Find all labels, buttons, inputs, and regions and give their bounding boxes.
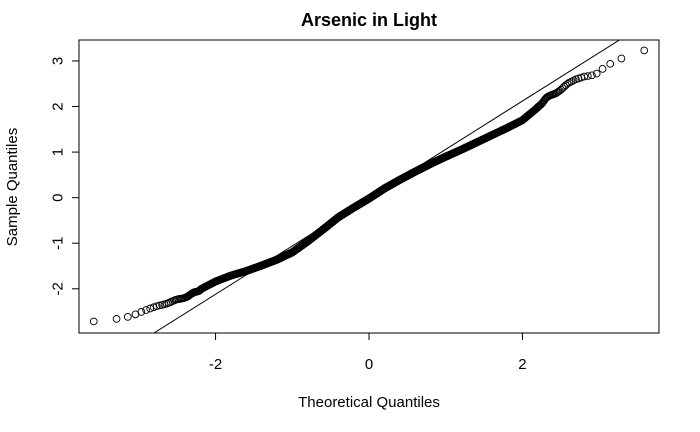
data-point	[640, 46, 649, 55]
x-axis: -2 0 2	[209, 333, 527, 373]
data-point	[598, 65, 607, 73]
data-point	[112, 315, 121, 323]
x-tick-label: -2	[209, 356, 222, 373]
data-point	[123, 313, 132, 321]
y-tick-label: -1	[49, 237, 66, 250]
y-axis-label: Sample Quantiles	[4, 128, 21, 246]
data-point	[142, 306, 150, 314]
x-axis-label: Theoretical Quantiles	[298, 394, 440, 411]
data-point	[146, 304, 154, 313]
data-point	[89, 317, 98, 326]
y-tick-label: 0	[49, 193, 66, 201]
x-tick-label: 0	[365, 356, 373, 373]
y-axis: -2 -1 0 1 2 3	[49, 57, 79, 295]
data-point	[606, 59, 615, 68]
data-points	[89, 46, 649, 326]
data-point	[149, 303, 158, 312]
y-tick-label: -2	[49, 282, 66, 295]
data-point	[137, 308, 146, 316]
y-tick-label: 3	[49, 57, 66, 65]
x-tick-label: 2	[518, 356, 526, 373]
data-point	[617, 54, 626, 63]
y-tick-label: 1	[49, 148, 66, 156]
chart-title: Arsenic in Light	[301, 10, 437, 30]
y-tick-label: 2	[49, 102, 66, 110]
data-point	[152, 302, 161, 311]
